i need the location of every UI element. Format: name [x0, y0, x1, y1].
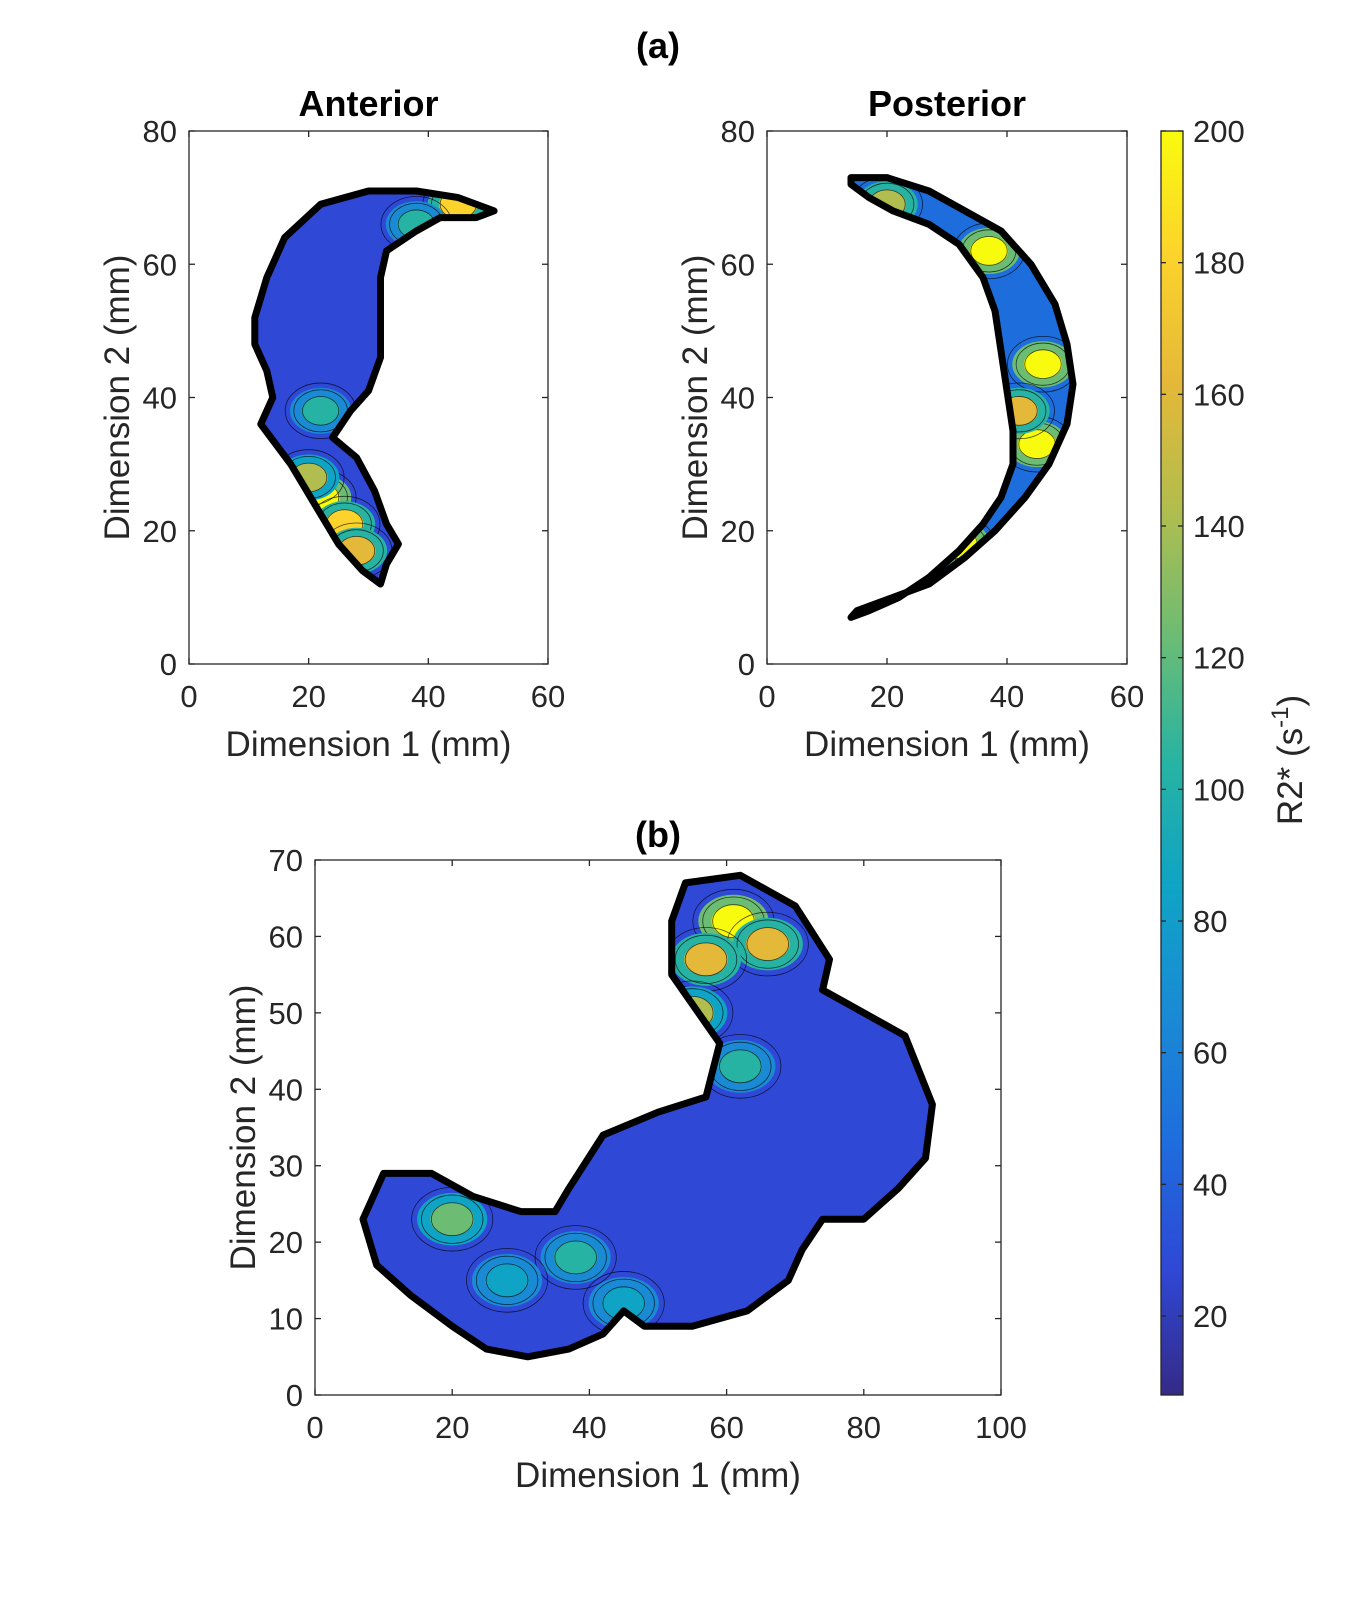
colorbar-label-sup: -1 [1267, 707, 1294, 728]
posterior-y-tick-label: 0 [738, 647, 755, 682]
anterior-ylabel: Dimension 2 (mm) [98, 255, 137, 541]
posterior-y-tick-label: 80 [721, 114, 755, 149]
anterior-hotspot [301, 396, 340, 426]
colorbar-tick-label: 200 [1193, 114, 1245, 149]
b-hotspot [553, 1240, 598, 1274]
anterior-xlabel: Dimension 1 (mm) [226, 725, 512, 764]
b-y-tick-label: 0 [286, 1378, 303, 1413]
posterior-hotspot [1017, 429, 1057, 459]
panel-anterior: 0 20 40 60 0 20 40 60 80 Dimension 1 (mm) Dimensio… [98, 83, 565, 764]
colorbar-tick-label: 140 [1193, 509, 1245, 544]
posterior-contour-line [1007, 335, 1073, 393]
anterior-title: Anterior [298, 83, 438, 124]
posterior-y-tick-label: 20 [721, 514, 755, 549]
anterior-x-tick-label: 20 [291, 679, 325, 714]
b-y-tick-label: 20 [269, 1225, 303, 1260]
b-y-tick-label: 10 [269, 1302, 303, 1337]
b-contour-line [430, 1202, 474, 1237]
panel-posterior: 0 20 40 60 0 20 40 60 80 Dimension 1 (mm) Dimensio… [676, 83, 1144, 764]
anterior-y-tick-label: 40 [143, 381, 177, 416]
posterior-x-tick-label: 60 [1110, 679, 1144, 714]
colorbar-tick-label: 180 [1193, 246, 1245, 281]
b-contour-line [674, 934, 738, 984]
posterior-hotspot [1023, 349, 1063, 379]
posterior-x-tick-label: 20 [870, 679, 904, 714]
anterior-x-tick-label: 60 [531, 679, 565, 714]
anterior-y-tick-label: 0 [160, 647, 177, 682]
b-contour-line [475, 1255, 539, 1305]
b-contour-line [736, 919, 799, 969]
b-outline [359, 871, 936, 1361]
colorbar-tick-label: 60 [1193, 1036, 1227, 1071]
b-hotspot [485, 1263, 530, 1297]
anterior-y-tick-label: 60 [143, 247, 177, 282]
b-x-tick-label: 80 [847, 1410, 881, 1445]
b-ylabel: Dimension 2 (mm) [224, 985, 263, 1271]
anterior-y-tick-label: 20 [143, 514, 177, 549]
anterior-x-tick-label: 40 [411, 679, 445, 714]
b-hotspot-halo [657, 986, 728, 1040]
colorbar-gradient [1160, 130, 1184, 1396]
colorbar-tick-label: 120 [1193, 641, 1245, 676]
posterior-region [851, 177, 1073, 618]
b-hotspot [718, 1049, 763, 1083]
b-contour-line [684, 942, 728, 977]
b-x-tick-label: 20 [435, 1410, 469, 1445]
posterior-contour-line [1024, 349, 1062, 379]
posterior-y-tick-label: 40 [721, 381, 755, 416]
anterior-outline [251, 187, 498, 588]
b-axes-frame [314, 859, 1002, 1396]
b-xlabel: Dimension 1 (mm) [515, 1456, 801, 1495]
colorbar-tick-label: 80 [1193, 904, 1227, 939]
b-y-tick-label: 70 [269, 843, 303, 878]
anterior-contour-line [302, 396, 340, 426]
b-hotspot [601, 1286, 646, 1320]
colorbar-tick-label: 40 [1193, 1167, 1227, 1202]
b-hotspot [684, 942, 728, 976]
colorbar-label-close: ) [1271, 695, 1310, 707]
b-x-tick-label: 0 [306, 1410, 323, 1445]
b-contour-line [719, 1049, 762, 1084]
colorbar-tick-label: 20 [1193, 1299, 1227, 1334]
posterior-y-tick-label: 60 [721, 247, 755, 282]
b-x-tick-label: 100 [975, 1410, 1027, 1445]
posterior-hotspot [969, 236, 1009, 266]
b-y-tick-label: 40 [269, 1072, 303, 1107]
colorbar-ticks: 20 40 60 80 100 120 140 160 180 200 [1161, 114, 1245, 1334]
b-region [363, 875, 933, 1357]
b-contour-line [421, 1194, 484, 1244]
colorbar-label: R2* (s-1) [1267, 695, 1310, 825]
b-y-tick-label: 30 [269, 1149, 303, 1184]
anterior-y-tick-label: 80 [143, 114, 177, 149]
posterior-xlabel: Dimension 1 (mm) [804, 725, 1090, 764]
b-hotspot [745, 927, 790, 961]
posterior-ylabel: Dimension 2 (mm) [676, 255, 715, 541]
b-contour-line [554, 1240, 597, 1275]
panel-b: 0 20 40 60 80 100 0 10 20 30 40 50 60 70 Dimension 1 (… [224, 843, 1027, 1495]
b-x-tick-label: 40 [572, 1410, 606, 1445]
colorbar: 20 40 60 80 100 120 140 160 180 200 R2* (s-1) [1160, 114, 1310, 1396]
colorbar-tick-label: 160 [1193, 377, 1245, 412]
b-hotspots [411, 888, 809, 1336]
posterior-title: Posterior [868, 83, 1026, 124]
posterior-x-tick-label: 40 [990, 679, 1024, 714]
colorbar-label-main: R2* (s [1271, 728, 1310, 825]
figure-label-a: (a) [636, 25, 680, 66]
b-hotspot [430, 1202, 475, 1236]
b-contour-line [466, 1248, 549, 1313]
posterior-x-tick-label: 0 [758, 679, 775, 714]
figure-label-b: (b) [635, 814, 681, 855]
b-contour-line [544, 1232, 607, 1282]
colorbar-tick-label: 100 [1193, 772, 1245, 807]
b-contour-line [746, 927, 790, 961]
posterior-outline [847, 174, 1077, 621]
b-y-tick-label: 50 [269, 996, 303, 1031]
b-y-tick-label: 60 [269, 919, 303, 954]
posterior-contour-line [970, 236, 1008, 266]
b-contour-line [485, 1263, 529, 1298]
anterior-x-tick-label: 0 [180, 679, 197, 714]
b-x-tick-label: 60 [709, 1410, 743, 1445]
